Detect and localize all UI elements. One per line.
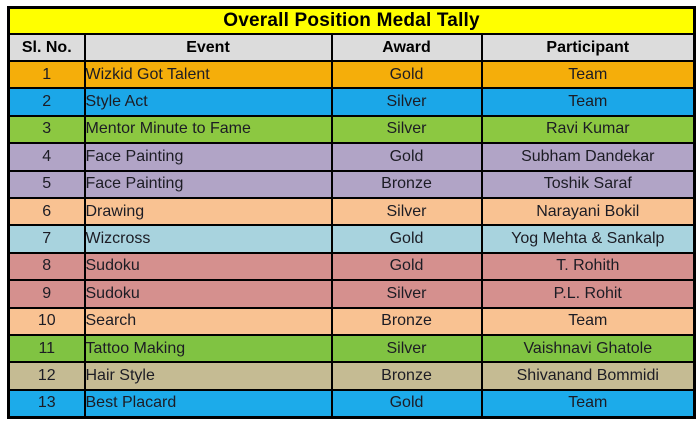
table-row: 2 Style Act Silver Team: [7, 87, 696, 117]
header-row: Sl. No. Event Award Participant: [7, 33, 696, 62]
cell-award: Bronze: [330, 306, 483, 336]
medal-tally-table: Overall Position Medal Tally Sl. No. Eve…: [7, 6, 697, 420]
cell-participant: Team: [480, 87, 696, 117]
cell-event: Search: [83, 306, 333, 336]
table-row: 6 Drawing Silver Narayani Bokil: [7, 196, 696, 227]
cell-event: Face Painting: [83, 142, 333, 172]
cell-award: Silver: [330, 87, 483, 117]
col-header-event: Event: [83, 33, 333, 62]
cell-award: Gold: [330, 251, 483, 282]
table-row: 1 Wizkid Got Talent Gold Team: [7, 59, 696, 90]
cell-participant: Toshik Saraf: [480, 169, 696, 199]
cell-event: Sudoku: [83, 279, 333, 309]
cell-participant: Yog Mehta & Sankalp: [480, 224, 696, 254]
cell-participant: Narayani Bokil: [480, 196, 696, 227]
table-row: 3 Mentor Minute to Fame Silver Ravi Kuma…: [7, 114, 696, 145]
cell-sl-no: 4: [7, 142, 86, 172]
table-row: 12 Hair Style Bronze Shivanand Bommidi: [7, 361, 696, 391]
cell-sl-no: 2: [7, 87, 86, 117]
cell-award: Silver: [330, 196, 483, 227]
cell-award: Gold: [330, 142, 483, 172]
cell-award: Gold: [330, 59, 483, 90]
table-row: 4 Face Painting Gold Subham Dandekar: [7, 142, 696, 172]
cell-participant: Subham Dandekar: [480, 142, 696, 172]
cell-sl-no: 9: [7, 279, 86, 309]
cell-participant: P.L. Rohit: [480, 279, 696, 309]
cell-sl-no: 5: [7, 169, 86, 199]
cell-event: Style Act: [83, 87, 333, 117]
cell-participant: Ravi Kumar: [480, 114, 696, 145]
table-row: 13 Best Placard Gold Team: [7, 388, 696, 419]
col-header-sl-no: Sl. No.: [7, 33, 86, 62]
cell-sl-no: 10: [7, 306, 86, 336]
cell-sl-no: 6: [7, 196, 86, 227]
table-row: 11 Tattoo Making Silver Vaishnavi Ghatol…: [7, 333, 696, 364]
col-header-award: Award: [330, 33, 483, 62]
table-row: 10 Search Bronze Team: [7, 306, 696, 336]
cell-event: Sudoku: [83, 251, 333, 282]
cell-participant: Team: [480, 59, 696, 90]
cell-participant: T. Rohith: [480, 251, 696, 282]
cell-award: Silver: [330, 279, 483, 309]
table-row: 9 Sudoku Silver P.L. Rohit: [7, 279, 696, 309]
cell-event: Best Placard: [83, 388, 333, 419]
table-row: 8 Sudoku Gold T. Rohith: [7, 251, 696, 282]
cell-participant: Vaishnavi Ghatole: [480, 333, 696, 364]
cell-sl-no: 1: [7, 59, 86, 90]
table-row: 7 Wizcross Gold Yog Mehta & Sankalp: [7, 224, 696, 254]
cell-participant: Team: [480, 388, 696, 419]
cell-award: Bronze: [330, 361, 483, 391]
cell-award: Silver: [330, 333, 483, 364]
cell-event: Tattoo Making: [83, 333, 333, 364]
cell-event: Hair Style: [83, 361, 333, 391]
cell-event: Drawing: [83, 196, 333, 227]
cell-sl-no: 11: [7, 333, 86, 364]
cell-participant: Team: [480, 306, 696, 336]
cell-sl-no: 8: [7, 251, 86, 282]
cell-sl-no: 7: [7, 224, 86, 254]
cell-event: Wizkid Got Talent: [83, 59, 333, 90]
cell-event: Face Painting: [83, 169, 333, 199]
cell-award: Gold: [330, 224, 483, 254]
cell-award: Silver: [330, 114, 483, 145]
cell-sl-no: 13: [7, 388, 86, 419]
page-title: Overall Position Medal Tally: [7, 6, 696, 35]
cell-award: Gold: [330, 388, 483, 419]
cell-sl-no: 3: [7, 114, 86, 145]
cell-event: Wizcross: [83, 224, 333, 254]
cell-sl-no: 12: [7, 361, 86, 391]
cell-event: Mentor Minute to Fame: [83, 114, 333, 145]
col-header-participant: Participant: [480, 33, 696, 62]
cell-participant: Shivanand Bommidi: [480, 361, 696, 391]
cell-award: Bronze: [330, 169, 483, 199]
table-row: 5 Face Painting Bronze Toshik Saraf: [7, 169, 696, 199]
title-row: Overall Position Medal Tally: [7, 6, 696, 35]
